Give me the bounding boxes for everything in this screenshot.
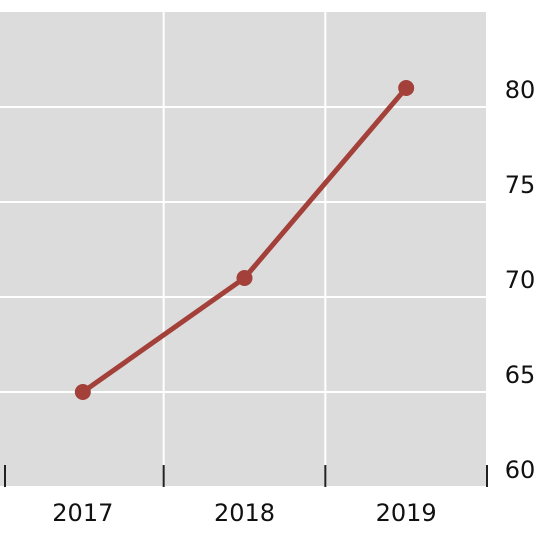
data-point xyxy=(74,384,91,400)
data-point xyxy=(236,270,253,286)
x-tick-label: 2018 xyxy=(214,499,275,527)
y-tick-label: 65 xyxy=(505,361,536,389)
y-tick-label: 80 xyxy=(505,76,536,104)
y-tick-label: 75 xyxy=(505,171,536,199)
data-point xyxy=(398,80,415,96)
x-tick-label: 2017 xyxy=(52,499,113,527)
x-tick-label: 2019 xyxy=(376,499,437,527)
plot-background xyxy=(0,12,487,487)
y-tick-label: 70 xyxy=(505,266,536,294)
y-tick-label: 60 xyxy=(505,456,536,484)
